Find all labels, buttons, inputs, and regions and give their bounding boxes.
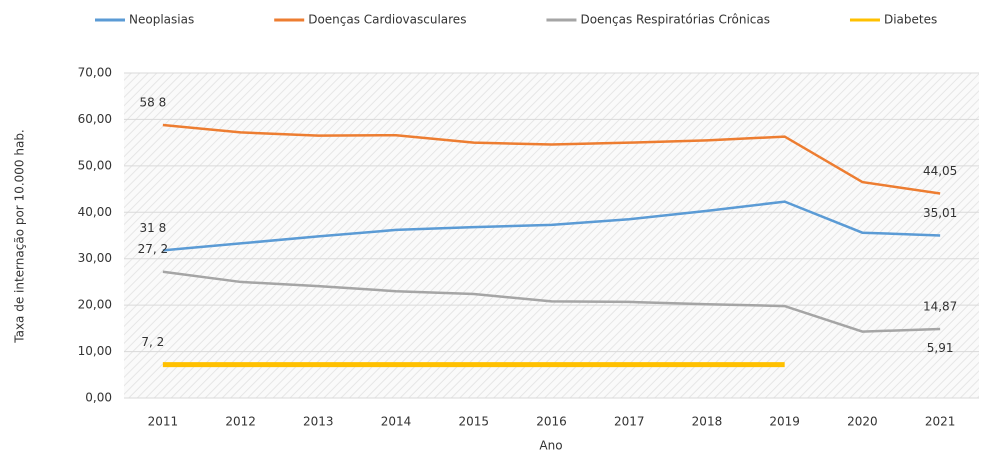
x-tick-label: 2020 [847,415,878,429]
y-tick-label: 0,00 [85,391,112,405]
y-tick-label: 60,00 [78,112,112,126]
x-tick-label: 2021 [925,415,956,429]
data-label: 5,91 [927,341,954,355]
x-tick-label: 2012 [225,415,256,429]
y-tick-label: 30,00 [78,251,112,265]
data-label: 31 8 [140,221,167,235]
series-line [162,200,941,252]
legend-label: Doenças Cardiovasculares [308,13,466,27]
plot-area [124,73,979,398]
x-tick-label: 2014 [381,415,412,429]
series-line [162,270,941,333]
x-tick-label: 2017 [614,415,645,429]
data-label: 44,05 [923,164,957,178]
data-label: 7, 2 [141,335,164,349]
data-label: 58 8 [140,96,167,110]
y-tick-label: 20,00 [78,298,112,312]
x-tick-label: 2016 [536,415,567,429]
x-tick-label: 2013 [303,415,334,429]
y-tick-label: 70,00 [78,66,112,80]
y-tick-label: 10,00 [78,344,112,358]
data-label: 14,87 [923,299,957,313]
series-line [162,123,941,195]
x-tick-label: 2018 [692,415,723,429]
y-tick-label: 40,00 [78,205,112,219]
x-tick-label: 2015 [458,415,489,429]
legend-label: Doenças Respiratórias Crônicas [580,13,770,27]
y-axis-label: Taxa de internação por 10.000 hab. [13,129,27,344]
data-label: 27, 2 [138,242,169,256]
x-tick-label: 2019 [769,415,800,429]
y-tick-label: 50,00 [78,158,112,172]
x-axis-label: Ano [539,439,562,453]
legend-label: Diabetes [884,13,937,27]
x-tick-label: 2011 [148,415,179,429]
data-label: 35,01 [923,206,957,220]
legend-label: Neoplasias [129,13,194,27]
